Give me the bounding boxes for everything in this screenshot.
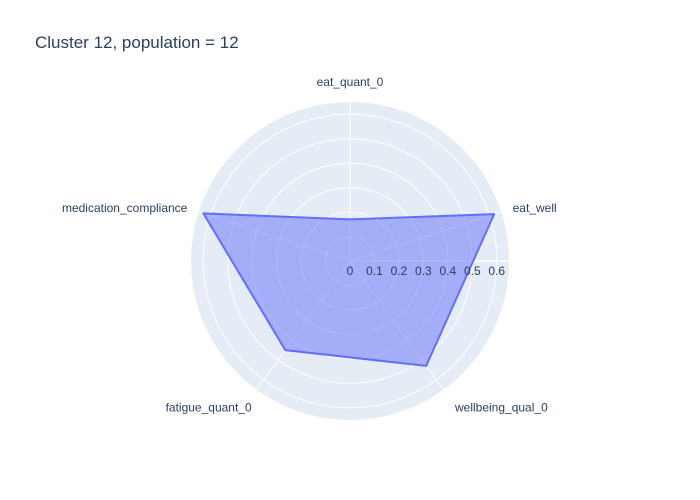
angular-axis-label: medication_compliance bbox=[62, 201, 188, 215]
radial-tick-label: 0.5 bbox=[464, 264, 481, 278]
angular-axis-label: wellbeing_qual_0 bbox=[454, 400, 548, 414]
chart-title: Cluster 12, population = 12 bbox=[35, 33, 239, 52]
angular-axis-label: fatigue_quant_0 bbox=[166, 400, 252, 414]
angular-axis-label: eat_well bbox=[513, 201, 557, 215]
radial-tick-label: 0.1 bbox=[366, 264, 383, 278]
radial-tick-label: 0.2 bbox=[391, 264, 408, 278]
radial-tick-label: 0.4 bbox=[440, 264, 457, 278]
series-area bbox=[202, 212, 496, 367]
radial-tick-label: 0 bbox=[347, 264, 354, 278]
angular-axis-label: eat_quant_0 bbox=[317, 75, 384, 89]
radial-tick-label: 0.6 bbox=[488, 264, 505, 278]
radial-tick-label: 0.3 bbox=[415, 264, 432, 278]
